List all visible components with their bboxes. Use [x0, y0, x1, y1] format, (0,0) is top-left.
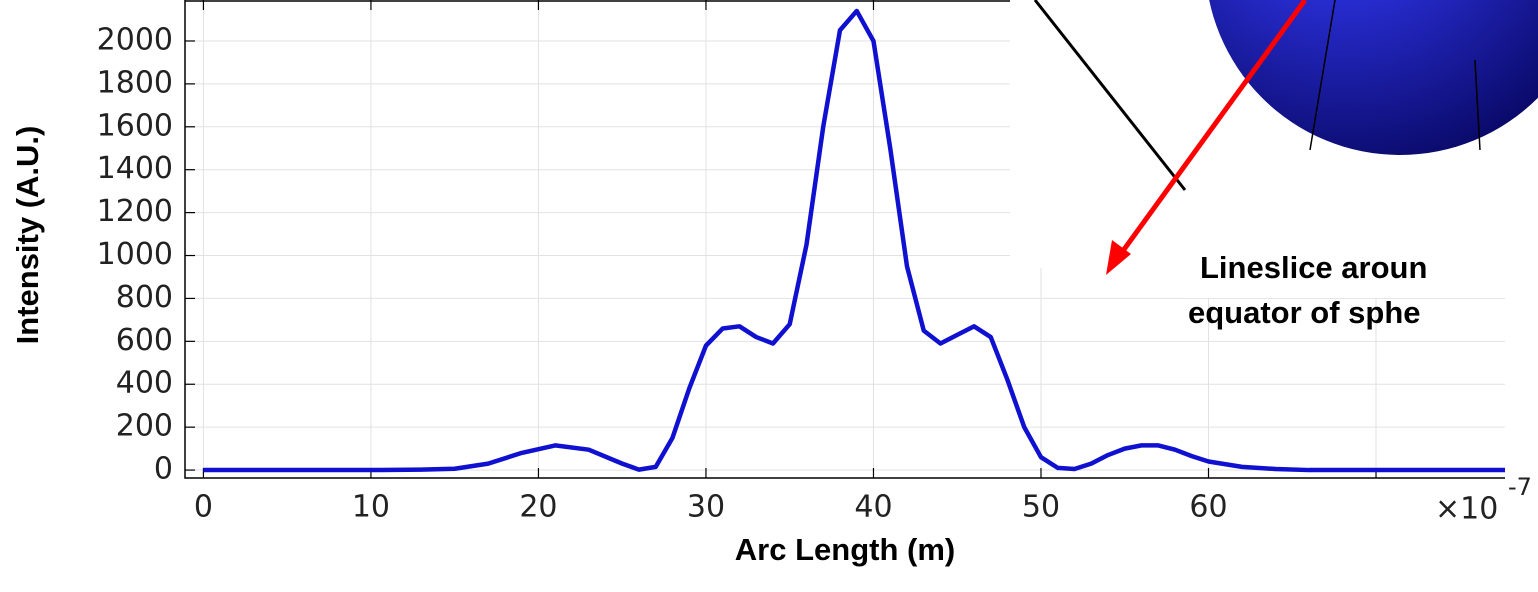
x-axis-label: Arc Length (m) — [735, 532, 955, 567]
arrow-head — [1106, 240, 1131, 275]
sphere — [1209, 0, 1538, 155]
y-tick-label: 800 — [116, 280, 173, 315]
x-tick-label: 20 — [519, 490, 557, 525]
y-tick-label: 1000 — [97, 237, 173, 272]
y-tick-label: 1800 — [97, 65, 173, 100]
y-tick-label: 1600 — [97, 108, 173, 143]
y-tick-label: 2000 — [97, 22, 173, 57]
inset-line — [1033, 0, 1187, 191]
y-tick-label: 200 — [116, 409, 173, 444]
x-tick-label: 60 — [1189, 490, 1227, 525]
data-line — [203, 8, 1505, 473]
annotation: equator of sphe — [1188, 295, 1421, 330]
arrow — [1117, 0, 1308, 257]
x-tick-label: 30 — [687, 490, 725, 525]
x-multiplier: ×10 — [1435, 492, 1498, 527]
y-tick-label: 400 — [116, 366, 173, 401]
y-tick-label: 1400 — [97, 151, 173, 186]
x-tick-label: 40 — [854, 490, 892, 525]
x-tick-label: 10 — [352, 490, 390, 525]
inset-background — [1185, 268, 1538, 298]
x-exponent: -7 — [1508, 473, 1532, 501]
y-axis-label: Intensity (A.U.) — [10, 126, 45, 345]
y-tick-label: 600 — [116, 323, 173, 358]
x-tick-label: 0 — [194, 490, 213, 525]
y-tick-label: 1200 — [97, 194, 173, 229]
inset-line — [1474, 59, 1481, 151]
x-tick-label: 50 — [1022, 490, 1060, 525]
inset-line — [1309, 0, 1336, 151]
y-tick-label: 0 — [154, 452, 173, 487]
annotation: Lineslice aroun — [1200, 250, 1427, 285]
